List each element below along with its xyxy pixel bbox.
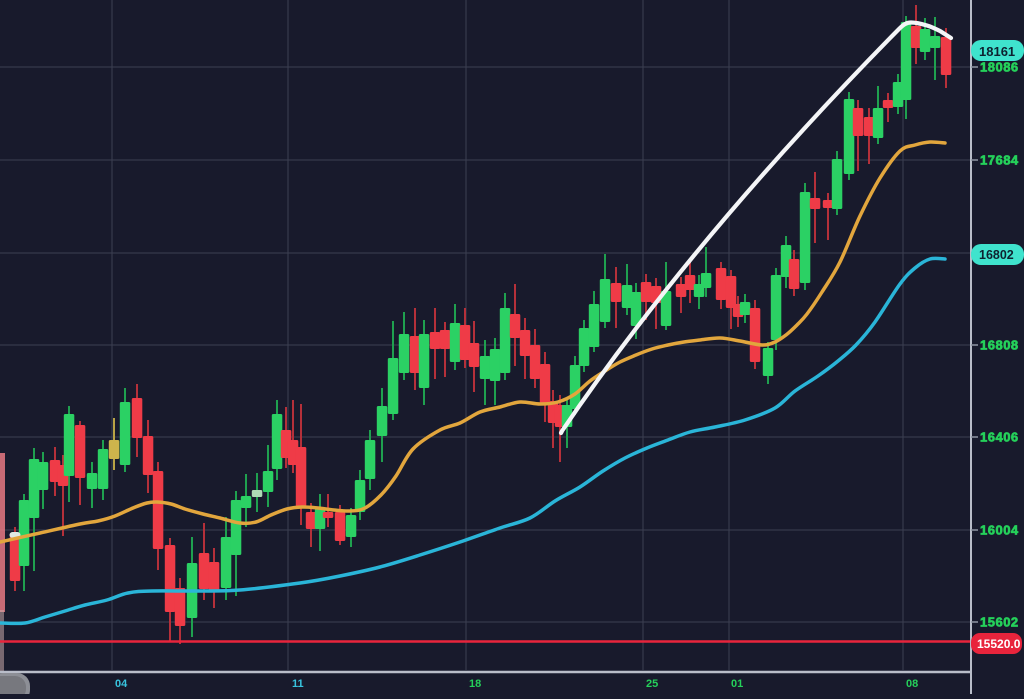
svg-text:16808: 16808 — [980, 338, 1019, 353]
svg-text:01: 01 — [731, 678, 743, 690]
svg-text:25: 25 — [646, 678, 658, 690]
svg-text:16004: 16004 — [980, 523, 1019, 538]
svg-text:15602: 15602 — [980, 615, 1019, 630]
svg-text:18086: 18086 — [980, 60, 1019, 75]
svg-text:15520.0: 15520.0 — [977, 637, 1021, 651]
svg-text:18161: 18161 — [979, 44, 1015, 59]
svg-text:18: 18 — [469, 678, 481, 690]
svg-text:04: 04 — [115, 678, 128, 690]
svg-text:11: 11 — [292, 678, 304, 690]
svg-text:08: 08 — [906, 678, 918, 690]
svg-text:17684: 17684 — [980, 153, 1019, 168]
svg-text:16406: 16406 — [980, 430, 1019, 445]
svg-text:16802: 16802 — [979, 248, 1014, 262]
